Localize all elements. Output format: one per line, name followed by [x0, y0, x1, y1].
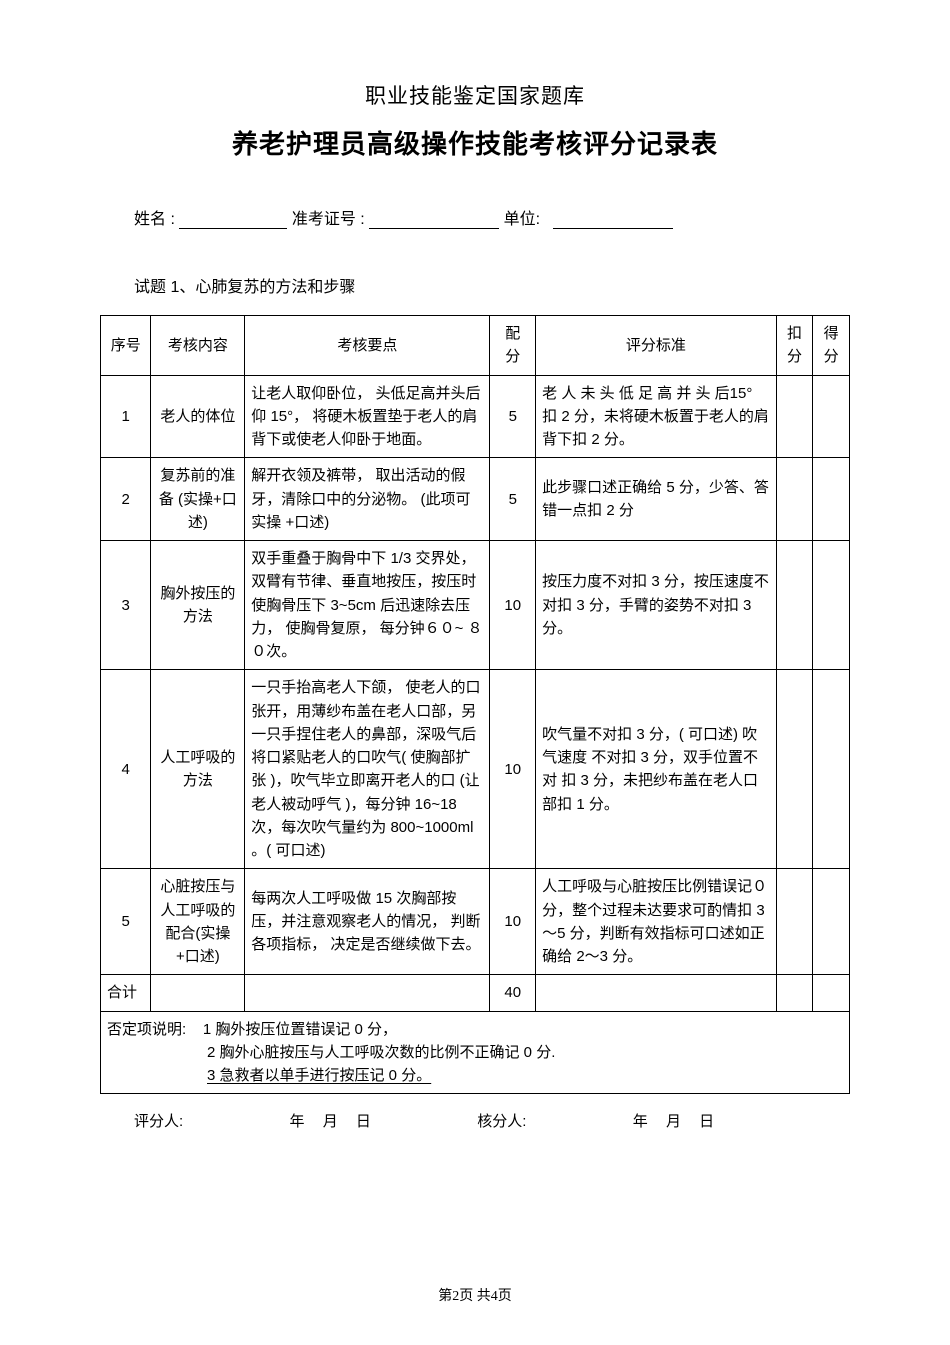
page-footer: 第2页 共4页 — [0, 1285, 950, 1305]
cell-content: 老人的体位 — [151, 375, 245, 458]
header-standard: 评分标准 — [536, 316, 777, 376]
cell-idx: 1 — [101, 375, 151, 458]
page-container: 职业技能鉴定国家题库 养老护理员高级操作技能考核评分记录表 姓名 : 准考证号 … — [0, 0, 950, 1345]
cell-idx: 4 — [101, 670, 151, 869]
table-row: 3 胸外按压的方法 双手重叠于胸骨中下 1/3 交界处，双臂有节律、垂直地按压，… — [101, 541, 850, 670]
cell-standard: 此步骤口述正确给 5 分，少答、答错一点扣 2 分 — [536, 458, 777, 541]
date-day: 日 — [356, 1113, 371, 1130]
cell-standard: 人工呼吸与心脏按压比例错误记０分，整个过程未达要求可酌情扣 3～5 分，判断有效… — [536, 869, 777, 975]
total-label: 合计 — [101, 975, 151, 1011]
negation-cell: 否定项说明: 1 胸外按压位置错误记 0 分， 2 胸外心脏按压与人工呼吸次数的… — [101, 1011, 850, 1094]
cell-got[interactable] — [813, 541, 850, 670]
cell-got[interactable] — [813, 869, 850, 975]
negation-line2: 2 胸外心脏按压与人工呼吸次数的比例不正确记 0 分. — [207, 1041, 843, 1064]
header-idx: 序号 — [101, 316, 151, 376]
identity-form-line: 姓名 : 准考证号 : 单位: — [134, 205, 850, 229]
cell-points: 双手重叠于胸骨中下 1/3 交界处，双臂有节律、垂直地按压，按压时使胸骨压下 3… — [245, 541, 490, 670]
cell-content: 复苏前的准备 (实操+口述) — [151, 458, 245, 541]
table-row: 4 人工呼吸的方法 一只手抬高老人下颌， 使老人的口张开，用薄纱布盖在老人口部，… — [101, 670, 850, 869]
cell-idx: 5 — [101, 869, 151, 975]
cell-got[interactable] — [813, 670, 850, 869]
cell-standard: 老 人 未 头 低 足 高 并 头 后15° 扣 2 分，未将硬木板置于老人的肩… — [536, 375, 777, 458]
cell-standard: 吹气量不对扣 3 分，( 可口述) 吹气速度 不对扣 3 分，双手位置不对 扣 … — [536, 670, 777, 869]
cell-deduct[interactable] — [776, 869, 813, 975]
table-row: 1 老人的体位 让老人取仰卧位， 头低足高并头后仰 15°， 将硬木板置垫于老人… — [101, 375, 850, 458]
header-points: 考核要点 — [245, 316, 490, 376]
exam-no-label: 准考证号 : — [292, 211, 365, 228]
rubric-table: 序号 考核内容 考核要点 配分 评分标准 扣分 得分 1 老人的体位 让老人取仰… — [100, 315, 850, 1094]
cell-score: 10 — [490, 869, 536, 975]
cell-deduct[interactable] — [776, 458, 813, 541]
table-row: 2 复苏前的准备 (实操+口述) 解开衣领及裤带， 取出活动的假牙，清除口中的分… — [101, 458, 850, 541]
page-title: 养老护理员高级操作技能考核评分记录表 — [100, 124, 850, 161]
name-label: 姓名 : — [134, 211, 175, 228]
exam-no-blank[interactable] — [369, 211, 499, 229]
cell-content: 心脏按压与人工呼吸的配合(实操 +口述) — [151, 869, 245, 975]
total-points-blank — [245, 975, 490, 1011]
cell-points: 一只手抬高老人下颌， 使老人的口张开，用薄纱布盖在老人口部，另一只手捏住老人的鼻… — [245, 670, 490, 869]
total-got[interactable] — [813, 975, 850, 1011]
negation-label: 否定项说明: — [107, 1021, 186, 1038]
cell-score: 10 — [490, 670, 536, 869]
cell-points: 每两次人工呼吸做 15 次胸部按压，并注意观察老人的情况， 判断各项指标， 决定… — [245, 869, 490, 975]
negation-row: 否定项说明: 1 胸外按压位置错误记 0 分， 2 胸外心脏按压与人工呼吸次数的… — [101, 1011, 850, 1094]
org-label: 单位: — [504, 211, 540, 228]
header-score: 配分 — [490, 316, 536, 376]
checker-label: 核分人: — [477, 1113, 526, 1130]
cell-score: 5 — [490, 375, 536, 458]
date-month-2: 月 — [666, 1113, 681, 1130]
table-total-row: 合计 40 — [101, 975, 850, 1011]
cell-points: 解开衣领及裤带， 取出活动的假牙，清除口中的分泌物。 (此项可实操 +口述) — [245, 458, 490, 541]
cell-score: 10 — [490, 541, 536, 670]
header-got: 得分 — [813, 316, 850, 376]
total-standard-blank — [536, 975, 777, 1011]
question-label: 试题 1、心肺复苏的方法和步骤 — [134, 273, 850, 297]
name-blank[interactable] — [179, 211, 287, 229]
cell-got[interactable] — [813, 375, 850, 458]
cell-idx: 2 — [101, 458, 151, 541]
cell-idx: 3 — [101, 541, 151, 670]
signature-line: 评分人: 年 月 日 核分人: 年 月 日 — [100, 1110, 850, 1131]
table-header-row: 序号 考核内容 考核要点 配分 评分标准 扣分 得分 — [101, 316, 850, 376]
rater-label: 评分人: — [134, 1113, 183, 1130]
cell-standard: 按压力度不对扣 3 分，按压速度不对扣 3 分，手臂的姿势不对扣 3 分。 — [536, 541, 777, 670]
date-year-2: 年 — [633, 1113, 648, 1130]
page-subtitle: 职业技能鉴定国家题库 — [100, 80, 850, 110]
cell-got[interactable] — [813, 458, 850, 541]
cell-deduct[interactable] — [776, 670, 813, 869]
negation-line1: 1 胸外按压位置错误记 0 分， — [203, 1021, 397, 1038]
cell-content: 人工呼吸的方法 — [151, 670, 245, 869]
cell-points: 让老人取仰卧位， 头低足高并头后仰 15°， 将硬木板置垫于老人的肩背下或使老人… — [245, 375, 490, 458]
cell-score: 5 — [490, 458, 536, 541]
header-deduct: 扣分 — [776, 316, 813, 376]
cell-deduct[interactable] — [776, 375, 813, 458]
negation-line3: 3 急救者以单手进行按压记 0 分。 — [207, 1064, 843, 1087]
total-score: 40 — [490, 975, 536, 1011]
header-content: 考核内容 — [151, 316, 245, 376]
total-deduct[interactable] — [776, 975, 813, 1011]
date-year: 年 — [290, 1113, 305, 1130]
cell-deduct[interactable] — [776, 541, 813, 670]
table-row: 5 心脏按压与人工呼吸的配合(实操 +口述) 每两次人工呼吸做 15 次胸部按压… — [101, 869, 850, 975]
total-content-blank — [151, 975, 245, 1011]
org-blank[interactable] — [553, 211, 673, 229]
cell-content: 胸外按压的方法 — [151, 541, 245, 670]
date-month: 月 — [323, 1113, 338, 1130]
date-day-2: 日 — [699, 1113, 714, 1130]
